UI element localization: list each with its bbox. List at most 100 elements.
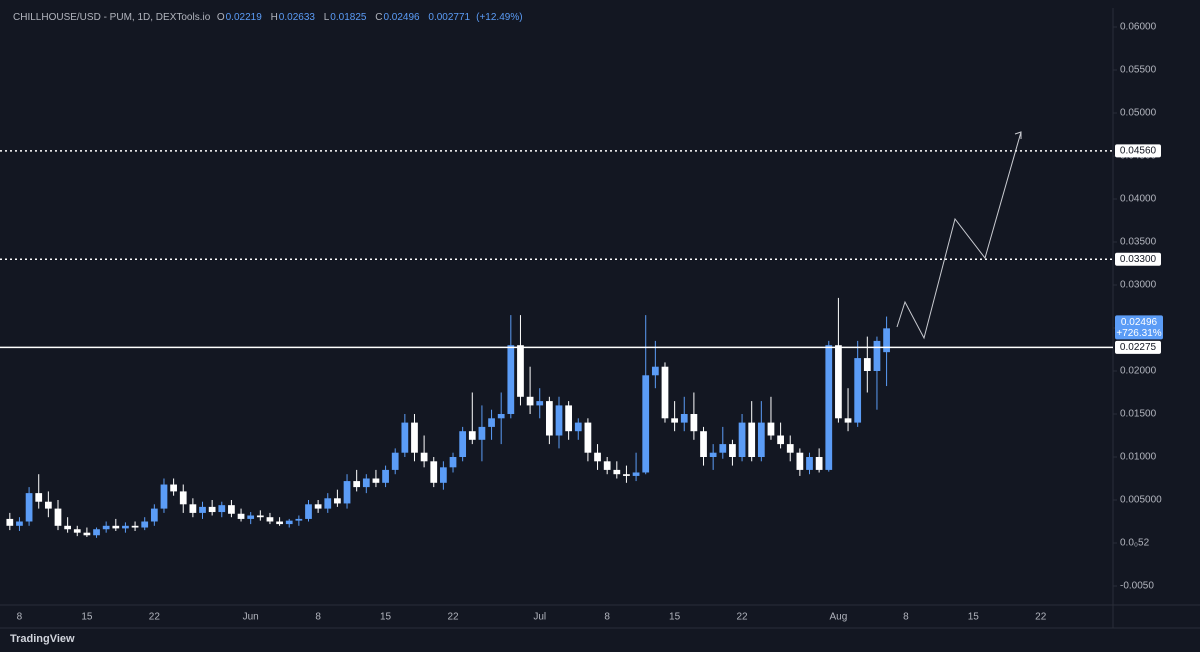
candle-body	[35, 493, 43, 502]
candle-body	[256, 515, 264, 518]
candle-body	[459, 431, 467, 458]
candle-body	[353, 481, 361, 488]
candle-body	[93, 529, 100, 536]
candle-body	[305, 504, 312, 519]
candle-body	[112, 525, 120, 529]
candle-body	[218, 505, 226, 513]
candle-body	[401, 422, 409, 453]
level-label-box	[1115, 340, 1161, 354]
candle-body	[64, 525, 71, 530]
candle-body	[757, 422, 765, 458]
x-tick-label: 22	[1035, 612, 1047, 623]
candle-body	[411, 422, 418, 453]
candle-body	[199, 506, 206, 513]
candle-body	[873, 340, 881, 372]
candle-body	[334, 498, 341, 504]
x-tick-label: 8	[903, 612, 909, 623]
candle-body	[565, 405, 573, 432]
x-tick-label: 15	[380, 612, 392, 623]
candle-body	[536, 401, 544, 406]
candle-body	[73, 529, 81, 533]
candle-body	[545, 401, 553, 436]
candle-body	[141, 521, 149, 528]
level-label: 0.02275	[1120, 342, 1157, 353]
candle-body	[690, 414, 698, 432]
candle-body	[179, 491, 187, 505]
candle-body	[517, 345, 524, 397]
ohlc-value: 0.02219	[225, 12, 262, 23]
x-tick-label: Jul	[533, 612, 546, 623]
y-tick-label: 0.005000	[1120, 495, 1162, 506]
candle-body	[497, 414, 505, 419]
x-tick-label: 22	[447, 612, 459, 623]
candle-body	[122, 525, 129, 529]
candle-body	[343, 481, 351, 504]
level-label-box	[1115, 252, 1161, 266]
candle-body	[6, 518, 14, 526]
candle-body	[247, 515, 255, 519]
candle-body	[825, 345, 833, 470]
change: 0.002771	[428, 12, 471, 23]
y-tick-label: 0.0₀52	[1120, 538, 1150, 549]
last-change: +726.31%	[1116, 328, 1161, 339]
ohlc-key: C	[375, 12, 383, 23]
candle-body	[883, 328, 890, 353]
candle-body	[170, 484, 177, 492]
candle-body	[806, 457, 813, 470]
x-tick-label: 22	[736, 612, 748, 623]
candle-body	[295, 518, 303, 521]
candle-body	[208, 506, 216, 513]
candle-body	[430, 461, 438, 483]
y-tick-label: 0.01500	[1120, 409, 1157, 420]
level-label: 0.03300	[1120, 254, 1157, 265]
candle-body	[266, 517, 274, 522]
candle-body	[25, 493, 33, 522]
candle-body	[440, 467, 447, 483]
candle-body	[709, 452, 717, 458]
y-tick-label: 0.03500	[1120, 237, 1157, 248]
symbol: CHILLHOUSE/USD - PUM, 1D, DEXTools.io	[13, 12, 211, 23]
candle-body	[594, 452, 601, 462]
candle-body	[285, 520, 293, 525]
candle-body	[642, 375, 650, 473]
candle-body	[719, 444, 727, 453]
level-label-box	[1115, 144, 1161, 158]
candle-body	[844, 418, 852, 423]
candle-body	[651, 366, 659, 376]
header: CHILLHOUSE/USD - PUM, 1D, DEXTools.io O0…	[13, 12, 529, 23]
candle-body	[237, 513, 245, 519]
candle-body	[362, 478, 370, 488]
brand-text: TradingView	[10, 633, 75, 645]
candle-body	[748, 422, 756, 458]
candle-body	[786, 444, 794, 453]
candle-body	[382, 469, 389, 483]
candle-body	[815, 457, 823, 470]
ohlc-key: O	[216, 12, 225, 23]
y-tick-label: 0.05000	[1120, 108, 1157, 119]
candle-body	[574, 422, 582, 432]
x-tick-label: 15	[968, 612, 980, 623]
x-tick-label: Aug	[830, 612, 848, 623]
candle-body	[623, 474, 630, 476]
candle-body	[372, 478, 380, 483]
candle-body	[632, 472, 640, 476]
candle-body	[796, 452, 804, 470]
candle-body	[738, 422, 746, 458]
y-tick-label: 0.05500	[1120, 65, 1157, 76]
x-tick-label: Jun	[243, 612, 259, 623]
projection-path	[896, 131, 1022, 340]
candle-body	[526, 396, 534, 406]
candle-body	[54, 508, 62, 526]
x-tick-label: 8	[17, 612, 23, 623]
x-tick-label: 22	[149, 612, 161, 623]
ohlc-value: 0.02496	[383, 12, 420, 23]
last-price-box	[1115, 315, 1163, 340]
candle-body	[102, 525, 110, 530]
candle-body	[83, 532, 91, 536]
ohlc-value: 0.01825	[330, 12, 367, 23]
candle-body	[700, 431, 707, 458]
candle-body	[228, 505, 235, 514]
candle-body	[671, 418, 678, 423]
candle-body	[44, 501, 52, 509]
